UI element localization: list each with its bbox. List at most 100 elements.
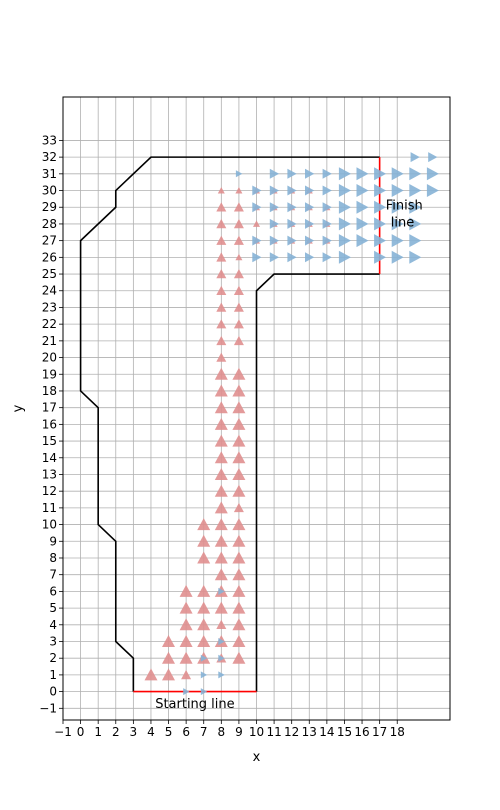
marker-up [232,618,246,631]
y-tick-label: 27 [42,234,57,248]
marker-up [217,187,225,194]
x-tick-label: 12 [284,725,299,739]
marker-up [197,551,211,564]
marker-right [391,200,404,214]
marker-right [374,167,387,181]
marker-up [179,584,193,597]
marker-up [214,534,228,547]
marker-up [197,584,211,597]
marker-up [216,252,227,262]
marker-up [214,551,228,564]
marker-right [269,168,280,179]
marker-up [181,669,192,680]
marker-up [179,618,193,631]
marker-up [235,253,243,261]
marker-right [338,200,351,214]
marker-up [232,384,246,397]
marker-up [197,635,211,647]
grid [62,97,450,720]
y-tick-label: 8 [49,551,57,565]
marker-up [179,651,193,664]
y-tick-label: 13 [42,467,57,481]
marker-up [197,618,211,631]
y-tick-label: 17 [42,401,57,415]
y-tick-label: 24 [42,284,57,298]
marker-up [197,601,211,614]
marker-up [197,518,211,531]
marker-up [232,401,246,414]
marker-right [287,185,297,196]
y-tick-label: 10 [42,518,57,532]
marker-right [322,202,332,213]
x-tick-label: 5 [165,725,173,739]
marker-right [305,252,315,263]
marker-right [356,167,369,181]
marker-right [409,217,422,231]
marker-up [214,501,228,514]
y-tick-label: 0 [49,685,57,699]
marker-right [374,200,387,214]
marker-right [338,234,351,248]
marker-right [322,252,332,263]
marker-right [409,200,422,214]
marker-up [214,518,228,531]
marker-up [216,235,227,245]
marker-right [218,671,225,679]
marker-right [322,185,332,196]
y-tick-label: 3 [49,634,57,648]
marker-up [233,235,244,245]
x-tick-label: 16 [354,725,369,739]
marker-up [233,269,244,279]
marker-up [216,319,227,329]
marker-right [391,184,404,197]
marker-up [232,417,246,430]
marker-right [356,234,369,248]
marker-up [214,401,228,414]
annotation-label: line [391,215,414,230]
x-axis-label: x [253,750,261,765]
marker-right [374,234,387,248]
marker-up [232,367,246,380]
y-tick-label: 21 [42,334,57,348]
marker-up [232,434,246,447]
marker-right [252,202,262,213]
marker-right [391,250,404,264]
x-tick-label: 2 [112,725,120,739]
y-tick-label: 25 [42,267,57,281]
marker-up [233,302,244,312]
marker-right [252,252,262,263]
marker-right [287,235,297,246]
x-tick-label: 1 [94,725,102,739]
y-tick-label: 4 [49,618,57,632]
marker-right [338,250,351,264]
marker-right [200,654,208,662]
marker-right [200,671,208,679]
marker-right [426,167,439,181]
marker-up [235,187,243,194]
marker-up [214,367,228,380]
marker-up [216,285,227,295]
marker-right [218,587,225,595]
marker-up [233,285,244,295]
marker-right [409,167,422,181]
y-tick-label: 18 [42,384,57,398]
marker-right [356,217,369,231]
x-tick-label: 8 [217,725,225,739]
y-tick-label: 19 [42,367,57,381]
marker-up [233,502,244,513]
marker-up [232,584,246,597]
marker-right [269,235,280,246]
marker-right [426,184,439,197]
y-tick-label: 14 [42,451,57,465]
x-tick-label: −1 [54,725,72,739]
marker-up [214,451,228,464]
marker-right [374,184,387,197]
marker-right [356,184,369,197]
y-tick-label: 11 [42,501,57,515]
marker-right [374,217,387,231]
marker-right [428,152,438,163]
marker-up [232,468,246,480]
marker-up [197,534,211,547]
marker-right [252,185,262,196]
